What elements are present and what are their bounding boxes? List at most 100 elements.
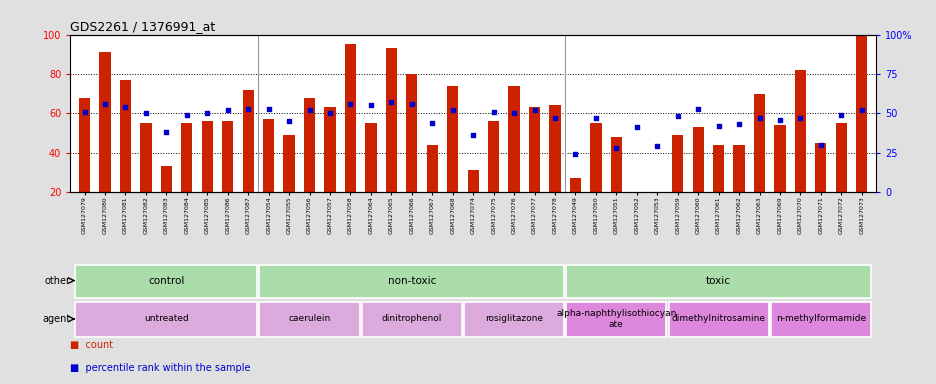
Point [261, 106, 276, 112]
Point [710, 123, 725, 129]
Point [301, 107, 316, 113]
Point [220, 107, 235, 113]
Text: agent: agent [42, 314, 70, 324]
Bar [548, 106, 560, 192]
Point [812, 142, 827, 148]
Point [343, 101, 358, 107]
Bar [120, 80, 131, 192]
FancyBboxPatch shape [463, 302, 563, 337]
Point [608, 145, 623, 151]
Point [322, 110, 337, 116]
Point [792, 115, 807, 121]
Text: other: other [45, 276, 70, 286]
Point [363, 103, 378, 109]
Point [384, 99, 399, 105]
Bar [222, 121, 233, 192]
Point [445, 107, 460, 113]
Bar [856, 35, 867, 192]
Bar [569, 178, 580, 192]
Bar [344, 45, 356, 192]
Point [465, 132, 480, 138]
Bar [508, 86, 519, 192]
Point [97, 101, 112, 107]
Point [139, 110, 154, 116]
Point [854, 107, 869, 113]
Bar [773, 125, 784, 192]
FancyBboxPatch shape [565, 265, 870, 298]
Bar [242, 90, 254, 192]
Bar [426, 145, 437, 192]
FancyBboxPatch shape [770, 302, 870, 337]
Text: GDS2261 / 1376991_at: GDS2261 / 1376991_at [70, 20, 215, 33]
Point [241, 106, 256, 112]
Point [506, 110, 521, 116]
Text: ■  count: ■ count [70, 340, 113, 350]
FancyBboxPatch shape [259, 265, 563, 298]
Bar [446, 86, 458, 192]
Point [282, 118, 297, 124]
Text: toxic: toxic [706, 276, 730, 286]
Bar [610, 137, 622, 192]
Text: non-toxic: non-toxic [388, 276, 435, 286]
FancyBboxPatch shape [75, 265, 257, 298]
Point [833, 112, 848, 118]
Point [752, 115, 767, 121]
Bar [835, 123, 846, 192]
Point [118, 104, 133, 110]
Point [526, 107, 541, 113]
Bar [794, 70, 805, 192]
Bar [284, 135, 295, 192]
Text: control: control [148, 276, 184, 286]
Text: n-methylformamide: n-methylformamide [775, 314, 865, 323]
Bar [488, 121, 499, 192]
Point [547, 115, 562, 121]
Point [159, 129, 174, 135]
Point [424, 120, 439, 126]
Point [669, 113, 684, 119]
FancyBboxPatch shape [75, 302, 257, 337]
Bar [263, 119, 274, 192]
Point [486, 109, 501, 115]
Text: ■  percentile rank within the sample: ■ percentile rank within the sample [70, 363, 251, 373]
Bar [671, 135, 682, 192]
FancyBboxPatch shape [565, 302, 665, 337]
Bar [201, 121, 212, 192]
Text: dimethylnitrosamine: dimethylnitrosamine [671, 314, 765, 323]
Point [567, 151, 582, 157]
Point [690, 106, 705, 112]
Bar [467, 170, 478, 192]
Bar [386, 48, 397, 192]
Bar [814, 143, 826, 192]
Bar [712, 145, 724, 192]
Bar [99, 52, 110, 192]
Text: dinitrophenol: dinitrophenol [381, 314, 442, 323]
Bar [753, 94, 765, 192]
FancyBboxPatch shape [259, 302, 359, 337]
Point [77, 109, 92, 115]
FancyBboxPatch shape [361, 302, 461, 337]
Point [404, 101, 419, 107]
Point [649, 143, 664, 149]
Bar [631, 192, 642, 194]
Point [179, 112, 194, 118]
Bar [365, 123, 376, 192]
Bar [161, 166, 172, 192]
Bar [590, 123, 601, 192]
Bar [733, 145, 744, 192]
Point [629, 124, 644, 131]
Bar [692, 127, 703, 192]
FancyBboxPatch shape [667, 302, 768, 337]
Bar [181, 123, 192, 192]
Bar [140, 123, 152, 192]
Bar [406, 74, 417, 192]
Point [199, 110, 214, 116]
Bar [303, 98, 314, 192]
Bar [324, 108, 335, 192]
Bar [79, 98, 90, 192]
Point [731, 121, 746, 127]
Text: alpha-naphthylisothiocyan
ate: alpha-naphthylisothiocyan ate [556, 309, 676, 329]
Point [588, 115, 603, 121]
Text: caerulein: caerulein [288, 314, 330, 323]
Text: rosiglitazone: rosiglitazone [485, 314, 543, 323]
Text: untreated: untreated [144, 314, 188, 323]
